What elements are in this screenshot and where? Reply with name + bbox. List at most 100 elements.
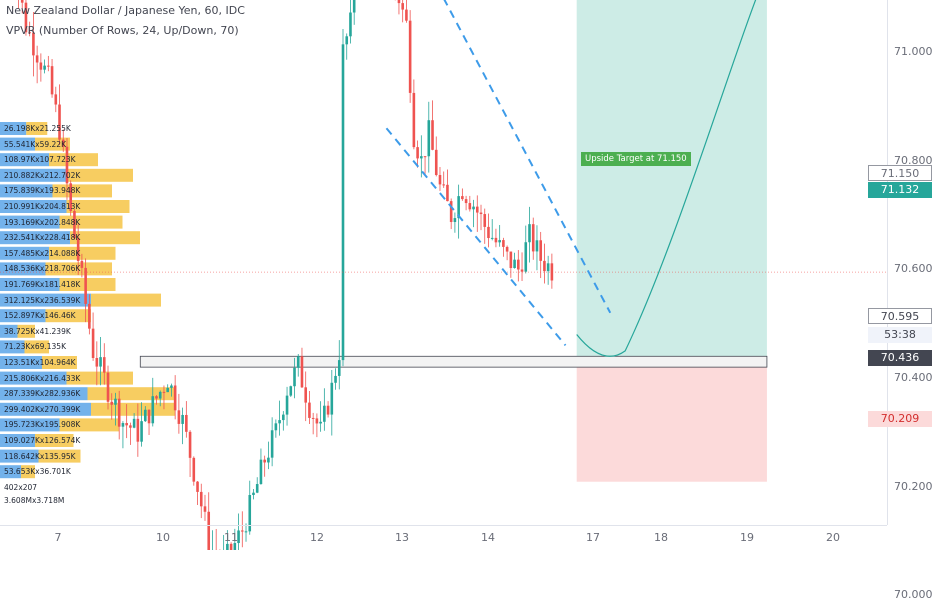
candle-body xyxy=(398,0,401,3)
candle-body xyxy=(301,356,304,387)
vp-row-label: 175.839Kx193.948K xyxy=(4,186,80,195)
candle-body xyxy=(144,410,147,421)
current-price-tag: 71.132 xyxy=(868,182,932,198)
candle-body xyxy=(319,422,322,424)
candle-body xyxy=(178,410,181,424)
target-price-tag: 71.150 xyxy=(868,165,932,181)
vp-row-label: 312.125Kx236.539K xyxy=(4,296,80,305)
vp-row-label: 55.541Kx59.22K xyxy=(4,140,66,149)
candle-body xyxy=(413,93,416,147)
candlestick-chart[interactable] xyxy=(0,0,932,550)
candle-body xyxy=(483,214,486,227)
vp-row-label: 232.541Kx228.418K xyxy=(4,233,80,242)
candle-body xyxy=(200,492,203,506)
candle-body xyxy=(345,36,348,44)
time-tick: 17 xyxy=(578,531,608,544)
candle-body xyxy=(114,399,117,405)
vp-row-label: 157.485Kx214.088K xyxy=(4,249,80,258)
candle-body xyxy=(502,240,505,247)
candle-body xyxy=(498,240,501,242)
vp-row-label: 210.991Kx204.813K xyxy=(4,202,80,211)
candle-body xyxy=(92,329,95,358)
vp-row-label: 71.23Kx69.135K xyxy=(4,342,66,351)
candle-body xyxy=(416,147,419,158)
candle-body xyxy=(278,420,281,423)
candle-body xyxy=(40,62,43,69)
candle-body xyxy=(435,150,438,175)
candle-body xyxy=(110,402,113,405)
vp-row-label: 118.642Kx135.95K xyxy=(4,452,76,461)
vp-total-label: 3.608Mx3.718M xyxy=(4,496,64,505)
candle-body xyxy=(469,203,472,209)
candle-body xyxy=(21,0,24,3)
candle-body xyxy=(282,415,285,420)
candle-body xyxy=(487,227,490,238)
candle-body xyxy=(547,263,550,271)
candle-body xyxy=(312,418,315,419)
vp-row-label: 123.51Kx104.964K xyxy=(4,358,76,367)
candle-body xyxy=(543,261,546,271)
candle-body xyxy=(151,396,154,423)
candle-body xyxy=(506,247,509,252)
candle-body xyxy=(84,268,87,304)
candle-body xyxy=(252,493,255,495)
vp-row-label: 215.806Kx216.433K xyxy=(4,374,80,383)
candle-body xyxy=(409,21,412,93)
candle-body xyxy=(275,423,278,430)
price-tick: 71.000 xyxy=(894,45,932,58)
candle-body xyxy=(204,506,207,511)
candle-body xyxy=(43,66,46,70)
candle-body xyxy=(159,392,162,399)
candle-body xyxy=(327,406,330,415)
time-tick: 7 xyxy=(43,531,73,544)
vp-down-bar xyxy=(70,231,140,244)
vp-row-label: 148.536Kx218.706K xyxy=(4,264,80,273)
candle-body xyxy=(308,403,311,418)
vp-row-label: 193.169Kx202.848K xyxy=(4,218,80,227)
candle-body xyxy=(521,269,524,271)
candle-body xyxy=(401,3,404,10)
candle-body xyxy=(36,55,39,62)
candle-body xyxy=(193,458,196,482)
channel-lower-line xyxy=(386,128,565,345)
vp-down-bar xyxy=(88,387,176,400)
candle-body xyxy=(304,387,307,402)
candle-body xyxy=(293,368,296,386)
candle-body xyxy=(122,423,125,427)
target-annotation-label: Upside Target at 71.150 xyxy=(581,152,691,166)
vp-row-label: 210.882Kx212.702K xyxy=(4,171,80,180)
candle-body xyxy=(148,410,151,424)
candle-body xyxy=(289,386,292,395)
candle-body xyxy=(465,199,468,203)
countdown-tag: 53:38 xyxy=(868,327,932,343)
candle-body xyxy=(256,484,259,493)
candle-body xyxy=(342,44,345,360)
candle-body xyxy=(528,224,531,242)
time-tick: 10 xyxy=(148,531,178,544)
candle-body xyxy=(263,460,266,463)
candle-body xyxy=(58,105,61,140)
vp-row-label: 53.653Kx36.701K xyxy=(4,467,71,476)
time-tick: 20 xyxy=(818,531,848,544)
candle-body xyxy=(331,383,334,415)
vp-row-label: 195.723Kx195.908K xyxy=(4,420,80,429)
vp-row-label: 109.027Kx126.574K xyxy=(4,436,80,445)
candle-body xyxy=(107,373,110,402)
candle-body xyxy=(461,196,464,199)
candle-body xyxy=(405,10,408,21)
time-tick: 19 xyxy=(732,531,762,544)
candle-body xyxy=(442,184,445,185)
candle-body xyxy=(431,120,434,150)
profit-zone xyxy=(577,0,767,358)
candle-body xyxy=(446,185,449,201)
candle-body xyxy=(133,419,136,428)
candle-body xyxy=(267,458,270,463)
candle-body xyxy=(170,385,173,387)
candle-body xyxy=(420,156,423,158)
price-tick: 70.200 xyxy=(894,480,932,493)
candle-body xyxy=(174,385,177,410)
time-tick: 18 xyxy=(646,531,676,544)
entry-price-tag: 70.436 xyxy=(868,350,932,366)
chart-stage[interactable]: New Zealand Dollar / Japanese Yen, 60, I… xyxy=(0,0,932,550)
candle-body xyxy=(513,260,516,268)
